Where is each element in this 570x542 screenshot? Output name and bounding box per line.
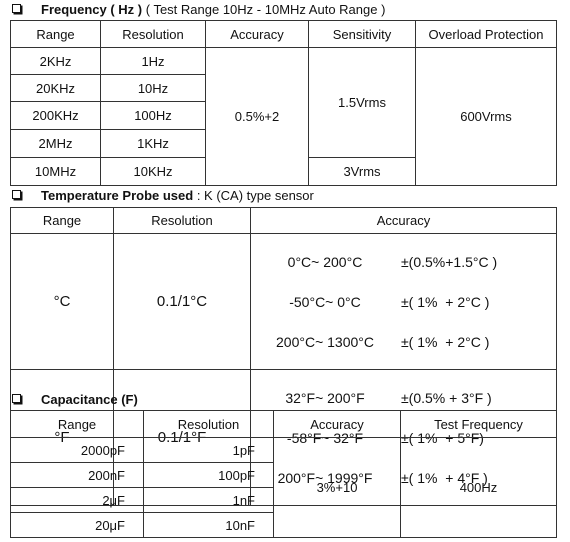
accuracy: ±( 1% + 2°C ) [401, 293, 490, 310]
section-title: Temperature Probe used [41, 188, 194, 203]
th: Range [10, 207, 114, 234]
cell: 3Vrms [308, 157, 416, 186]
cell: 2000pF [10, 437, 144, 463]
th: Resolution [100, 20, 206, 48]
th: Test Frequency [400, 410, 557, 438]
cell: 2μF [10, 487, 144, 513]
cell: 10Hz [100, 74, 206, 102]
cell: 100Hz [100, 101, 206, 130]
th: Accuracy [205, 20, 309, 48]
cell: 600Vrms [415, 47, 557, 186]
cell: 0°C~ 200°C ±(0.5%+1.5°C ) -50°C~ 0°C ±( 1%… [250, 233, 557, 370]
th: Overload Protection [415, 20, 557, 48]
cell: 400Hz [400, 437, 557, 538]
cell: 1pF [143, 437, 274, 463]
cell: 0.5%+2 [205, 47, 309, 186]
cell: 100pF [143, 462, 274, 488]
cell: 2KHz [10, 47, 101, 75]
section-title: Capacitance (F) [41, 392, 138, 407]
section-note: ( Test Range 10Hz - 10MHz Auto Range ) [145, 2, 386, 17]
range: 0°C~ 200°C [287, 253, 363, 270]
cell: 20KHz [10, 74, 101, 102]
th: Accuracy [273, 410, 401, 438]
cell: 200KHz [10, 101, 101, 130]
bullet [12, 4, 21, 14]
cell: 200nF [10, 462, 144, 488]
th: Range [10, 20, 101, 48]
cell: °C [10, 233, 114, 370]
th: Resolution [143, 410, 274, 438]
accuracy: ±( 1% + 2°C ) [401, 333, 490, 350]
th: Sensitivity [308, 20, 416, 48]
cell: 20μF [10, 512, 144, 538]
th: Resolution [113, 207, 251, 234]
cell: 10MHz [10, 157, 101, 186]
temperature-heading: Temperature Probe used : K (CA) type sen… [12, 186, 314, 206]
frequency-table: Range Resolution Accuracy Sensitivity Overlo… [10, 20, 557, 186]
cell: 3%+10 [273, 437, 401, 538]
accuracy: ±(0.5% + 3°F ) [401, 389, 492, 406]
cell: 1.5Vrms [308, 47, 416, 158]
bullet [12, 190, 21, 200]
range: 200°C~ 1300°C [276, 333, 374, 350]
cell: 0.1/1°C [113, 233, 251, 370]
cell: 1nF [143, 487, 274, 513]
bullet [12, 394, 21, 404]
th: Accuracy [250, 207, 557, 234]
cell: 1Hz [100, 47, 206, 75]
capacitance-table: Range Resolution Accuracy Test Frequency 20… [10, 410, 557, 538]
range: -50°C~ 0°C [289, 293, 361, 310]
accuracy: ±(0.5%+1.5°C ) [401, 253, 498, 270]
capacitance-heading: Capacitance (F) [12, 390, 138, 410]
section-title: Frequency ( Hz ) [41, 2, 143, 17]
cell: 10KHz [100, 157, 206, 186]
cell: 1KHz [100, 129, 206, 158]
cell: 2MHz [10, 129, 101, 158]
th: Range [10, 410, 144, 438]
range: 32°F~ 200°F [285, 389, 365, 406]
frequency-heading: Frequency ( Hz ) ( Test Range 10Hz - 10M… [12, 0, 385, 20]
cell: 10nF [143, 512, 274, 538]
section-note: : K (CA) type sensor [196, 188, 314, 203]
